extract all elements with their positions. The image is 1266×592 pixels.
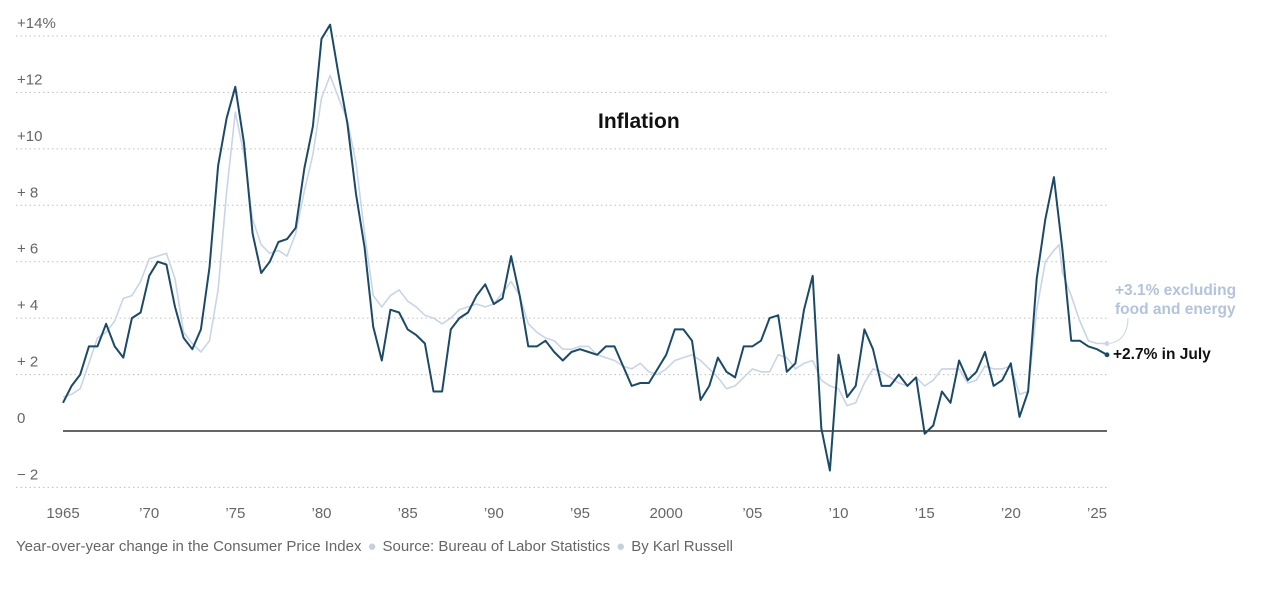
x-axis: 1965 ’70 ’75 ’80 ’85 ’90 ’95 2000 ’05 ’10 ’15 ’20 ’2…: [46, 505, 1107, 522]
core-cpi-line: [62, 74, 1107, 407]
chart-footer: Year-over-year change in the Consumer Pr…: [16, 538, 733, 555]
y-tick-label: 0: [17, 410, 25, 427]
y-tick-label: + 2: [17, 354, 38, 371]
x-tick-label: ’20: [1001, 505, 1021, 522]
core-annotation-line2: food and energy: [1115, 301, 1236, 318]
series-layer: [62, 23, 1110, 472]
x-tick-label: ’25: [1087, 505, 1107, 522]
y-tick-label: + 6: [17, 241, 38, 258]
y-tick-label: + 8: [17, 184, 38, 201]
headline-end-point: [1104, 352, 1110, 358]
footer-source: Source: Bureau of Labor Statistics: [382, 538, 611, 555]
headline-annotation: +2.7% in July: [1113, 346, 1211, 363]
y-tick-label: +12: [17, 71, 42, 88]
chart-title: Inflation: [598, 110, 680, 133]
headline-cpi-line: [62, 23, 1108, 472]
x-tick-label: ’95: [570, 505, 590, 522]
y-tick-label: + 4: [17, 297, 38, 314]
x-tick-label: ’10: [828, 505, 848, 522]
y-tick-label: − 2: [17, 466, 38, 483]
x-tick-label: ’85: [398, 505, 418, 522]
grid-lines: [16, 35, 1107, 488]
x-tick-label: ’70: [139, 505, 159, 522]
core-end-point: [1104, 341, 1110, 346]
core-annotation-line1: +3.1% excluding: [1115, 282, 1236, 299]
inflation-chart: +14% +12 +10 + 8 + 6 + 4 + 2 0 − 2 1965 ’70 ’75 ’80…: [16, 15, 1236, 522]
footer-byline: By Karl Russell: [631, 538, 733, 555]
core-annotation-leader: [1109, 317, 1129, 345]
y-tick-label: +10: [17, 128, 42, 145]
y-axis: +14% +12 +10 + 8 + 6 + 4 + 2 0 − 2: [17, 15, 56, 483]
x-tick-label: ’80: [311, 505, 331, 522]
footer-separator: ●: [367, 538, 377, 555]
x-tick-label: ’90: [484, 505, 504, 522]
footer-separator: ●: [616, 538, 626, 555]
x-tick-label: ’05: [742, 505, 762, 522]
footer-description: Year-over-year change in the Consumer Pr…: [16, 538, 362, 555]
annotations: +3.1% excluding food and energy +2.7% in…: [1109, 282, 1236, 363]
x-tick-label: 2000: [649, 505, 682, 522]
x-tick-label: ’75: [225, 505, 245, 522]
x-tick-label: 1965: [46, 505, 79, 522]
y-tick-label: +14%: [17, 15, 56, 32]
x-tick-label: ’15: [915, 505, 935, 522]
